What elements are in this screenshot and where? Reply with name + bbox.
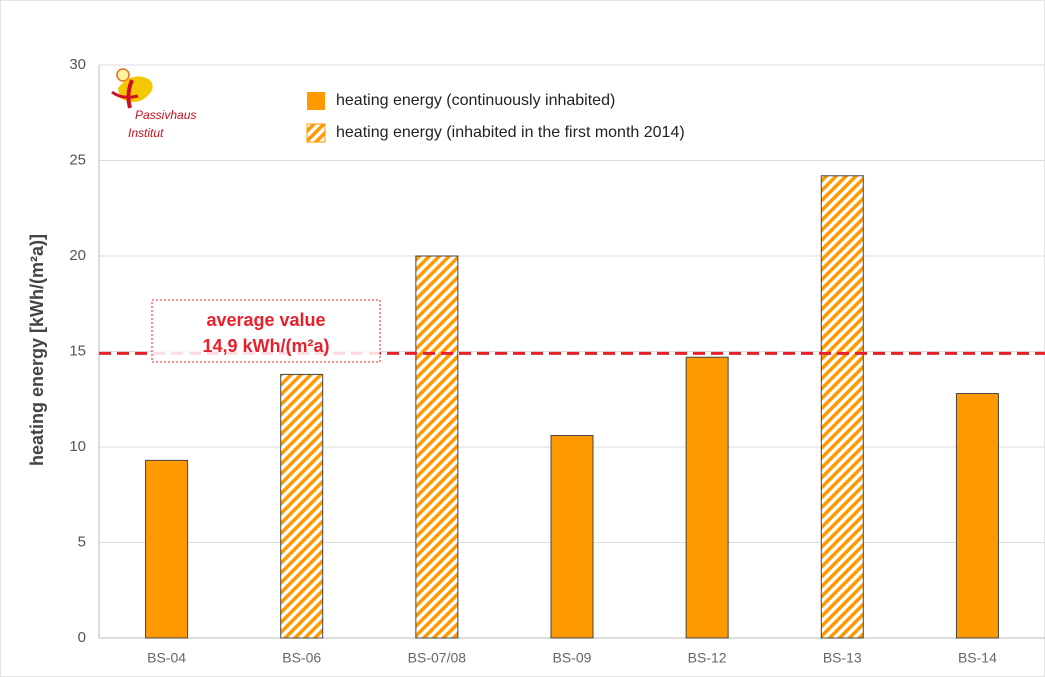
y-tick-label: 10 [69,438,86,455]
x-tick-label: BS-13 [823,650,862,666]
average-box [151,299,381,363]
bar [280,373,324,639]
average-label: average value [206,310,325,330]
x-tick-label: BS-09 [553,650,592,666]
bar [550,435,594,639]
x-tick-label: BS-04 [147,650,186,666]
x-tick-label: BS-07/08 [408,650,467,666]
legend-swatch [307,92,325,110]
logo-text: Institut [128,126,164,140]
bar [685,356,729,639]
bar [145,459,189,639]
y-tick-label: 20 [69,247,86,264]
average-value-label: 14,9 kWh/(m²a) [202,336,329,356]
x-tick-label: BS-12 [688,650,727,666]
y-axis-label: heating energy [kWh/(m²a)] [27,234,47,466]
x-tick-label: BS-06 [282,650,321,666]
x-tick-label: BS-14 [958,650,997,666]
legend-swatch [306,123,326,143]
bar [820,175,864,639]
bar [955,393,999,639]
y-tick-label: 0 [78,629,86,646]
y-tick-label: 5 [78,533,86,550]
y-tick-label: 15 [69,342,86,359]
logo: Passivhaus Institut [111,68,196,140]
logo-text: Passivhaus [135,108,196,122]
legend-label: heating energy (continuously inhabited) [336,92,615,109]
legend-label: heating energy (inhabited in the first m… [336,124,685,141]
bar [415,255,459,639]
y-tick-label: 25 [69,151,86,168]
y-tick-label: 30 [69,56,86,73]
